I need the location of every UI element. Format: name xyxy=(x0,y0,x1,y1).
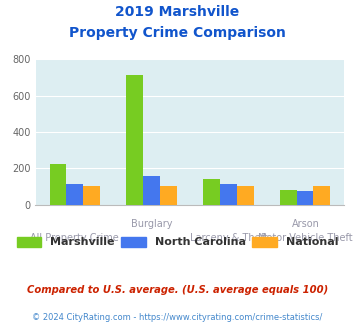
Text: 2019 Marshville: 2019 Marshville xyxy=(115,5,240,19)
Text: Motor Vehicle Theft: Motor Vehicle Theft xyxy=(258,233,353,243)
Bar xyxy=(66,184,83,205)
Bar xyxy=(280,189,296,205)
Text: All Property Crime: All Property Crime xyxy=(30,233,119,243)
Bar xyxy=(220,184,237,205)
Bar xyxy=(237,186,253,205)
Bar xyxy=(126,75,143,205)
Bar xyxy=(83,186,100,205)
Bar xyxy=(143,176,160,205)
Text: Property Crime Comparison: Property Crime Comparison xyxy=(69,26,286,40)
Bar xyxy=(203,179,220,205)
Bar xyxy=(296,191,313,205)
Bar xyxy=(160,186,177,205)
Legend: Marshville, North Carolina, National: Marshville, North Carolina, National xyxy=(12,232,343,252)
Bar xyxy=(50,164,66,205)
Text: © 2024 CityRating.com - https://www.cityrating.com/crime-statistics/: © 2024 CityRating.com - https://www.city… xyxy=(32,314,323,322)
Text: Larceny & Theft: Larceny & Theft xyxy=(190,233,267,243)
Text: Arson: Arson xyxy=(292,219,320,229)
Bar xyxy=(313,186,330,205)
Text: Compared to U.S. average. (U.S. average equals 100): Compared to U.S. average. (U.S. average … xyxy=(27,285,328,295)
Text: Burglary: Burglary xyxy=(131,219,172,229)
